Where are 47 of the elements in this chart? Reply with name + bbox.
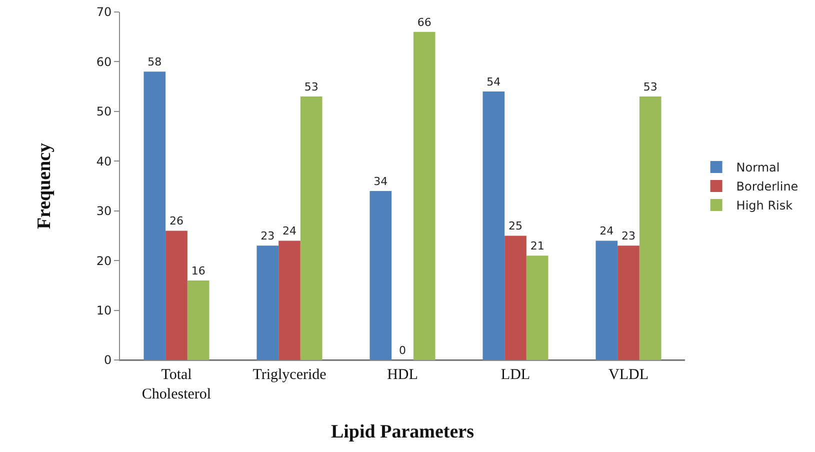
x-tick-label: LDL bbox=[500, 367, 530, 383]
bar bbox=[166, 230, 188, 360]
y-axis-title: Frequency bbox=[34, 142, 56, 230]
bar bbox=[413, 32, 436, 360]
data-label: 23 bbox=[622, 230, 636, 243]
bar bbox=[278, 240, 300, 360]
data-label: 16 bbox=[191, 264, 206, 278]
bar bbox=[187, 280, 210, 360]
bar bbox=[370, 190, 392, 360]
y-tick-label: 40 bbox=[96, 154, 112, 168]
y-tick-label: 30 bbox=[96, 204, 112, 218]
legend-label: High Risk bbox=[736, 198, 793, 213]
data-label: 21 bbox=[530, 240, 544, 253]
y-tick-label: 0 bbox=[104, 353, 112, 368]
bar bbox=[482, 92, 505, 360]
data-label: 53 bbox=[304, 80, 318, 94]
data-label: 58 bbox=[148, 56, 162, 69]
y-tick-label: 50 bbox=[96, 104, 112, 119]
x-tick-label: HDL bbox=[387, 367, 418, 383]
x-tick-label: Total Cholesterol bbox=[142, 367, 212, 402]
legend-label: Normal bbox=[736, 160, 780, 175]
bar bbox=[639, 96, 662, 360]
data-label: 66 bbox=[417, 16, 432, 29]
y-tick-label: 10 bbox=[96, 303, 112, 318]
x-tick-label: VLDL bbox=[608, 367, 648, 383]
data-label: 26 bbox=[170, 214, 184, 228]
data-label: 23 bbox=[260, 230, 275, 243]
y-tick-label: 60 bbox=[96, 54, 112, 69]
data-label: 24 bbox=[282, 224, 296, 238]
x-tick-label: Triglyceride bbox=[252, 367, 327, 383]
legend-label: Borderline bbox=[736, 180, 798, 194]
bar bbox=[526, 256, 548, 360]
bar bbox=[300, 96, 322, 360]
data-label: 54 bbox=[486, 76, 501, 89]
data-label: 25 bbox=[508, 220, 522, 233]
bar bbox=[596, 240, 618, 360]
y-tick-label: 20 bbox=[96, 254, 112, 268]
data-label: 34 bbox=[374, 174, 388, 188]
x-axis-title: Lipid Parameters bbox=[330, 421, 474, 442]
data-label: 0 bbox=[399, 344, 406, 357]
data-label: 53 bbox=[643, 80, 658, 94]
bar bbox=[504, 236, 526, 360]
bar bbox=[618, 246, 640, 360]
bar bbox=[256, 246, 279, 360]
bar bbox=[144, 72, 166, 360]
y-tick-label: 70 bbox=[96, 5, 112, 20]
data-label: 24 bbox=[600, 224, 614, 238]
